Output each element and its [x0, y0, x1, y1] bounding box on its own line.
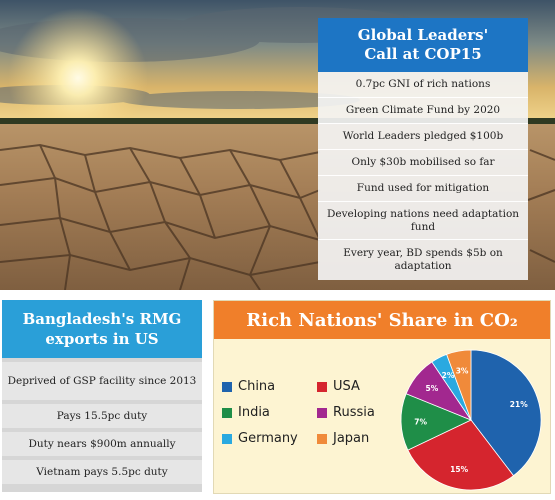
legend-swatch-germany — [222, 433, 232, 444]
legend-swatch-china — [222, 381, 232, 392]
legend-item-china: China — [222, 379, 275, 394]
pie-label-india: 7% — [414, 417, 427, 426]
rmg-title: Bangladesh's RMG exports in US — [2, 300, 202, 358]
cop15-item: Only $30b mobilised so far — [318, 150, 528, 176]
legend-swatch-russia — [317, 407, 327, 418]
co2-title: Rich Nations' Share in CO₂ — [214, 301, 550, 339]
cop15-title-line2: Call at COP15 — [364, 45, 482, 63]
legend-label-germany: Germany — [238, 431, 298, 446]
cop15-item: Every year, BD spends $5b on adaptation — [318, 240, 528, 280]
rmg-item: Vietnam pays 5.5pc duty — [2, 460, 202, 484]
rmg-title-line1: Bangladesh's RMG — [22, 310, 182, 328]
rmg-title-line2: exports in US — [45, 330, 159, 348]
legend-swatch-usa — [317, 381, 327, 392]
cop15-panel: Global Leaders' Call at COP15 0.7pc GNI … — [318, 18, 528, 280]
rmg-item: Duty nears $900m annually — [2, 432, 202, 456]
pie-slice-china — [470, 349, 542, 477]
pie-label-japan: 3% — [456, 366, 469, 375]
pie-label-usa: 15% — [450, 465, 468, 474]
legend-swatch-japan — [317, 433, 327, 444]
pie-label-russia: 5% — [425, 384, 438, 393]
cop15-item: Developing nations need adaptation fund — [318, 202, 528, 240]
rmg-panel: Bangladesh's RMG exports in US Deprived … — [2, 300, 202, 492]
legend-item-japan: Japan — [317, 431, 369, 446]
legend-label-usa: USA — [333, 379, 360, 394]
legend-label-india: India — [238, 405, 270, 420]
legend-label-russia: Russia — [333, 405, 375, 420]
cop15-item: 0.7pc GNI of rich nations — [318, 72, 528, 98]
rmg-item: Deprived of GSP facility since 2013 — [2, 362, 202, 400]
legend-item-india: India — [222, 405, 270, 420]
pie-slice-japan — [446, 349, 472, 421]
co2-share-panel: Rich Nations' Share in CO₂ China USA Ind… — [213, 300, 551, 494]
co2-pie-chart: 21% 15% 7% 5% 2%3% — [400, 349, 542, 491]
rmg-item: Pays 15.5pc duty — [2, 404, 202, 428]
cop15-item: Green Climate Fund by 2020 — [318, 98, 528, 124]
cop15-item: Fund used for mitigation — [318, 176, 528, 202]
pie-slice-usa — [407, 419, 515, 491]
cop15-title-line1: Global Leaders' — [357, 26, 489, 44]
legend-label-china: China — [238, 379, 276, 394]
pie-label-china: 21% — [510, 400, 528, 409]
legend-item-germany: Germany — [222, 431, 298, 446]
legend-item-russia: Russia — [317, 405, 375, 420]
legend-swatch-india — [222, 407, 232, 418]
legend-item-usa: USA — [317, 379, 360, 394]
cop15-item: World Leaders pledged $100b — [318, 124, 528, 150]
legend-label-japan: Japan — [333, 431, 370, 446]
pie-slice-india — [400, 393, 472, 451]
cop15-title: Global Leaders' Call at COP15 — [318, 18, 528, 72]
pie-label-germany: 2% — [442, 371, 455, 380]
